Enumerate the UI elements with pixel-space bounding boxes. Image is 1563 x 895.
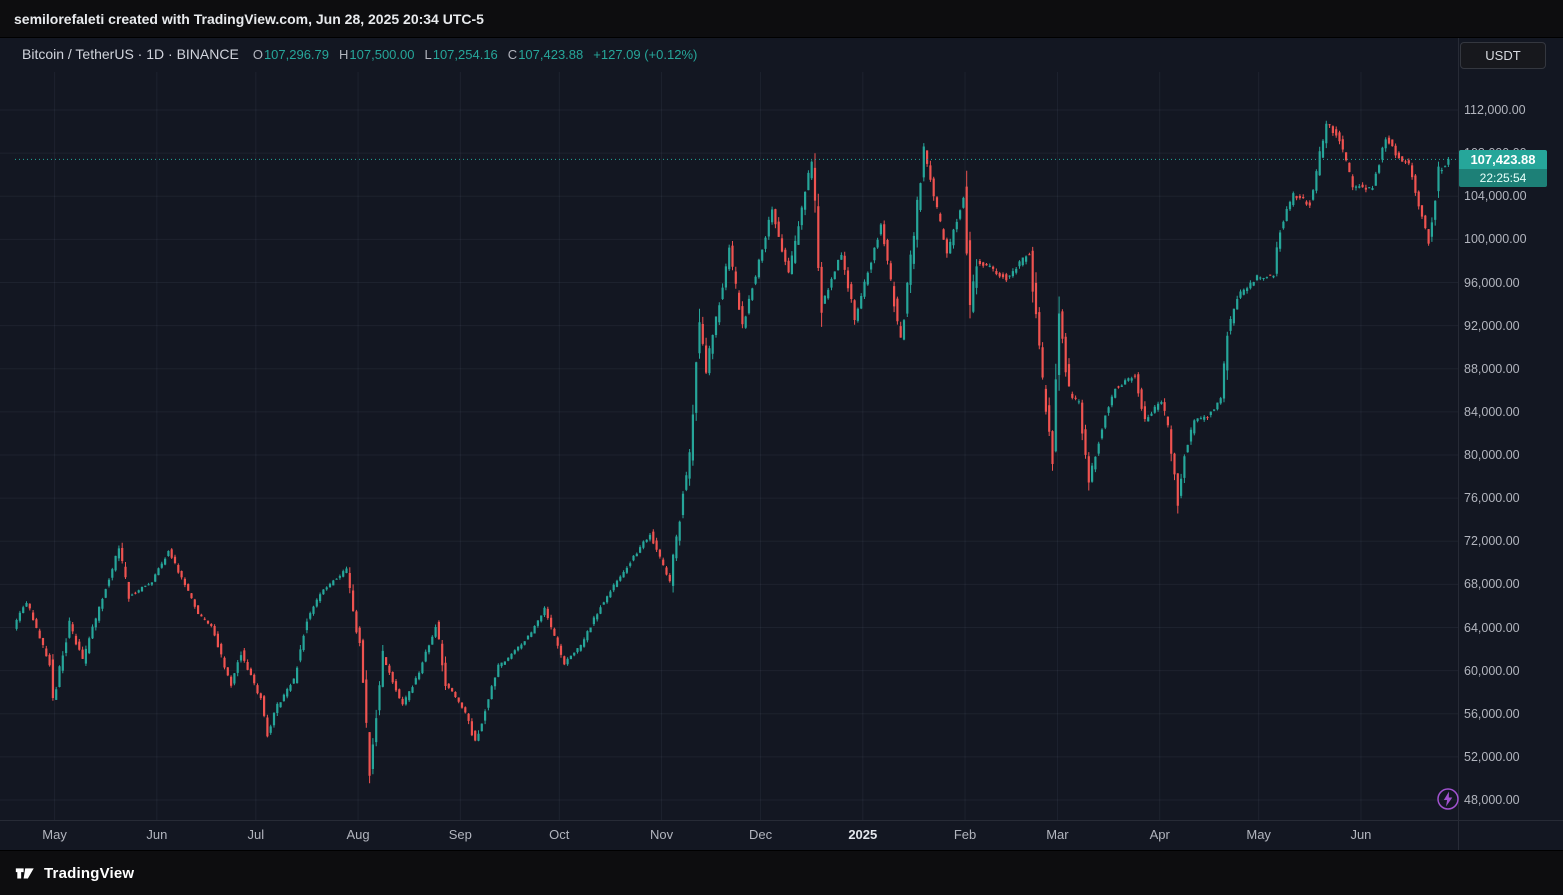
- time-axis-label: Jul: [247, 827, 265, 842]
- price-axis-label: 68,000.00: [1464, 577, 1520, 592]
- symbol-info-bar: Bitcoin / TetherUS · 1D · BINANCE O 107,2…: [0, 38, 697, 70]
- ohlc-values: O 107,296.79 H 107,500.00 L 107,254.16 C 107…: [253, 47, 698, 62]
- attribution-text: semilorefaleti created with TradingView.…: [14, 10, 484, 27]
- time-axis-label: Oct: [549, 827, 570, 842]
- time-axis-label: Jun: [146, 827, 168, 842]
- time-axis-label: Feb: [953, 827, 977, 842]
- lightning-icon[interactable]: [1436, 787, 1460, 811]
- candlestick-chart[interactable]: [0, 38, 1563, 850]
- time-axis-label: May: [1246, 827, 1271, 842]
- last-price-label: 107,423.88 22:25:54: [1459, 150, 1547, 188]
- time-axis-label: Nov: [650, 827, 674, 842]
- price-axis-label: 60,000.00: [1464, 663, 1520, 678]
- price-axis-label: 88,000.00: [1464, 361, 1520, 376]
- price-axis-label: 96,000.00: [1464, 275, 1520, 290]
- change-value: +127.09 (+0.12%): [593, 46, 698, 62]
- time-axis-label: Jun: [1350, 827, 1372, 842]
- price-axis-label: 52,000.00: [1464, 749, 1520, 764]
- tradingview-wordmark: TradingView: [44, 864, 135, 882]
- time-axis-label: 2025: [848, 827, 878, 842]
- price-axis-label: 76,000.00: [1464, 491, 1520, 506]
- price-axis-label: 104,000.00: [1464, 189, 1527, 204]
- up-candle-bodies: [15, 123, 1450, 770]
- open-label: O: [252, 46, 263, 62]
- price-axis-label: 100,000.00: [1464, 232, 1527, 247]
- high-value: 107,500.00: [349, 46, 415, 62]
- price-axis-label: 112,000.00: [1464, 103, 1526, 117]
- time-axis-label: Dec: [748, 827, 773, 842]
- price-axis-label: 48,000.00: [1464, 793, 1520, 807]
- currency-toggle-button[interactable]: USDT: [1460, 42, 1546, 69]
- countdown-timer: 22:25:54: [1459, 169, 1547, 188]
- time-axis-label: May: [42, 827, 67, 842]
- open-value: 107,296.79: [263, 46, 330, 62]
- price-axis-label: 72,000.00: [1464, 534, 1520, 549]
- time-axis-label: Mar: [1046, 827, 1069, 842]
- down-candle-bodies: [28, 124, 1430, 776]
- time-axis-label: Aug: [346, 827, 370, 842]
- lightning-bolt-glyph: [1437, 788, 1459, 810]
- chart-pane: Bitcoin / TetherUS · 1D · BINANCE O 107,2…: [0, 38, 1563, 850]
- last-price-value: 107,423.88: [1459, 150, 1547, 170]
- price-axis-label: 92,000.00: [1464, 318, 1520, 333]
- price-axis-label: 80,000.00: [1464, 448, 1520, 462]
- time-axis-label: Apr: [1149, 827, 1170, 842]
- price-axis-label: 84,000.00: [1464, 404, 1520, 419]
- attribution-bar: semilorefaleti created with TradingView.…: [0, 0, 1563, 38]
- footer-bar: TradingView: [0, 850, 1563, 895]
- price-axis-label: 56,000.00: [1464, 706, 1520, 721]
- time-axis-label: Sep: [448, 827, 472, 842]
- tradingview-logo[interactable]: TradingView: [14, 862, 134, 884]
- close-label: C: [507, 46, 518, 62]
- low-value: 107,254.16: [432, 46, 498, 62]
- symbol-title[interactable]: Bitcoin / TetherUS · 1D · BINANCE: [22, 46, 239, 62]
- down-candle-wicks: [29, 124, 1430, 784]
- low-label: L: [424, 46, 432, 62]
- price-axis-label: 64,000.00: [1464, 620, 1520, 635]
- close-value: 107,423.88: [518, 46, 584, 62]
- tradingview-logo-icon: [15, 868, 34, 879]
- high-label: H: [339, 46, 349, 62]
